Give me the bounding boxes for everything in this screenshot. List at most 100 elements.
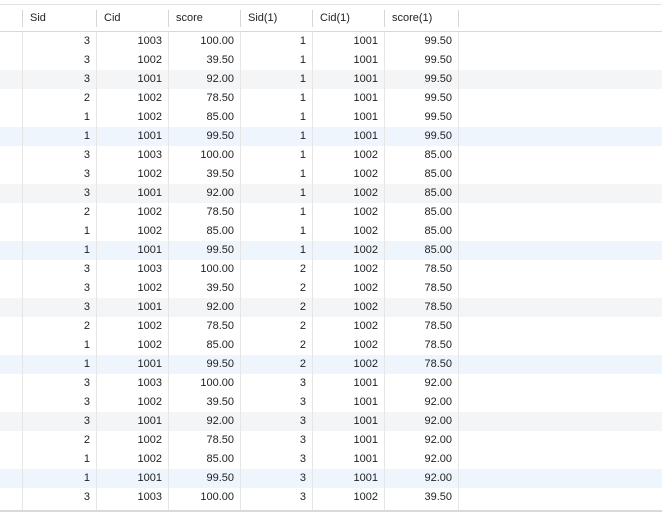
cell-sid[interactable]: 1 (83, 472, 90, 484)
cell-sid[interactable]: 3 (83, 377, 90, 389)
cell-cid[interactable]: 1001 (137, 301, 162, 313)
table-row[interactable]: 3 1001 92.00 2 1002 78.50 (0, 298, 662, 317)
cell-cid-1[interactable]: 1002 (353, 225, 378, 237)
column-header-score-1[interactable]: score(1) (392, 12, 433, 24)
cell-sid[interactable]: 1 (83, 130, 90, 142)
table-row[interactable]: 2 1002 78.50 3 1001 92.00 (0, 431, 662, 450)
cell-cid[interactable]: 1003 (137, 377, 162, 389)
table-row[interactable]: 3 1001 92.00 3 1001 92.00 (0, 412, 662, 431)
table-row[interactable]: 1 1002 85.00 1 1002 85.00 (0, 222, 662, 241)
cell-sid-1[interactable]: 3 (299, 491, 306, 503)
table-row[interactable]: 3 1003 100.00 3 1002 39.50 (0, 488, 662, 507)
cell-sid-1[interactable]: 3 (299, 396, 306, 408)
cell-cid[interactable]: 1003 (137, 491, 162, 503)
cell-cid-1[interactable]: 1002 (353, 244, 378, 256)
cell-score-1[interactable]: 78.50 (424, 282, 452, 294)
cell-score-1[interactable]: 85.00 (424, 168, 452, 180)
cell-sid[interactable]: 3 (83, 491, 90, 503)
cell-score-1[interactable]: 99.50 (424, 73, 452, 85)
cell-cid-1[interactable]: 1001 (353, 130, 378, 142)
cell-score[interactable]: 39.50 (206, 168, 234, 180)
cell-score[interactable]: 100.00 (200, 491, 234, 503)
cell-score[interactable]: 78.50 (206, 206, 234, 218)
cell-score[interactable]: 85.00 (206, 225, 234, 237)
cell-score-1[interactable]: 78.50 (424, 263, 452, 275)
cell-score-1[interactable]: 99.50 (424, 130, 452, 142)
cell-sid-1[interactable]: 1 (299, 130, 306, 142)
cell-cid[interactable]: 1003 (137, 263, 162, 275)
cell-score-1[interactable]: 92.00 (424, 472, 452, 484)
cell-score[interactable]: 78.50 (206, 320, 234, 332)
column-header-score[interactable]: score (176, 12, 203, 24)
column-header-sid-1[interactable]: Sid(1) (248, 12, 278, 24)
table-row[interactable]: 2 1002 78.50 2 1002 78.50 (0, 317, 662, 336)
cell-cid-1[interactable]: 1001 (353, 111, 378, 123)
table-row[interactable]: 3 1001 92.00 1 1001 99.50 (0, 70, 662, 89)
cell-score-1[interactable]: 39.50 (424, 491, 452, 503)
cell-cid[interactable]: 1002 (137, 92, 162, 104)
table-row[interactable]: 2 1002 78.50 1 1001 99.50 (0, 89, 662, 108)
cell-cid[interactable]: 1002 (137, 168, 162, 180)
cell-sid-1[interactable]: 3 (299, 377, 306, 389)
cell-sid-1[interactable]: 1 (299, 35, 306, 47)
cell-sid[interactable]: 3 (83, 301, 90, 313)
cell-cid[interactable]: 1002 (137, 396, 162, 408)
cell-sid-1[interactable]: 2 (299, 263, 306, 275)
cell-sid-1[interactable]: 1 (299, 225, 306, 237)
table-row[interactable]: 3 1003 100.00 1 1002 85.00 (0, 146, 662, 165)
table-row[interactable]: 1 1002 85.00 1 1001 99.50 (0, 108, 662, 127)
cell-score[interactable]: 100.00 (200, 149, 234, 161)
cell-cid-1[interactable]: 1001 (353, 377, 378, 389)
cell-sid[interactable]: 2 (83, 434, 90, 446)
cell-sid-1[interactable]: 3 (299, 434, 306, 446)
cell-sid-1[interactable]: 1 (299, 168, 306, 180)
cell-score-1[interactable]: 78.50 (424, 320, 452, 332)
table-row[interactable]: 3 1002 39.50 2 1002 78.50 (0, 279, 662, 298)
cell-sid[interactable]: 1 (83, 244, 90, 256)
cell-score-1[interactable]: 92.00 (424, 415, 452, 427)
cell-sid-1[interactable]: 1 (299, 73, 306, 85)
cell-sid[interactable]: 3 (83, 415, 90, 427)
cell-score-1[interactable]: 78.50 (424, 339, 452, 351)
column-header-cid[interactable]: Cid (104, 12, 121, 24)
table-row[interactable]: 1 1001 99.50 1 1002 85.00 (0, 241, 662, 260)
cell-score-1[interactable]: 92.00 (424, 377, 452, 389)
table-row[interactable]: 1 1002 85.00 3 1001 92.00 (0, 450, 662, 469)
cell-sid[interactable]: 3 (83, 168, 90, 180)
cell-cid-1[interactable]: 1001 (353, 434, 378, 446)
cell-cid-1[interactable]: 1002 (353, 491, 378, 503)
cell-sid-1[interactable]: 1 (299, 149, 306, 161)
cell-cid-1[interactable]: 1001 (353, 453, 378, 465)
cell-sid-1[interactable]: 1 (299, 111, 306, 123)
cell-cid[interactable]: 1002 (137, 282, 162, 294)
table-row[interactable]: 3 1002 39.50 3 1001 92.00 (0, 393, 662, 412)
cell-sid-1[interactable]: 1 (299, 187, 306, 199)
cell-score-1[interactable]: 92.00 (424, 396, 452, 408)
cell-cid-1[interactable]: 1001 (353, 54, 378, 66)
cell-cid[interactable]: 1001 (137, 130, 162, 142)
table-row[interactable]: 3 1003 100.00 1 1001 99.50 (0, 32, 662, 51)
cell-sid-1[interactable]: 1 (299, 206, 306, 218)
cell-sid-1[interactable]: 2 (299, 282, 306, 294)
cell-sid[interactable]: 3 (83, 73, 90, 85)
cell-sid[interactable]: 2 (83, 206, 90, 218)
cell-cid-1[interactable]: 1002 (353, 206, 378, 218)
cell-score[interactable]: 100.00 (200, 35, 234, 47)
cell-cid-1[interactable]: 1001 (353, 92, 378, 104)
cell-cid[interactable]: 1001 (137, 358, 162, 370)
cell-cid[interactable]: 1001 (137, 187, 162, 199)
cell-cid-1[interactable]: 1001 (353, 415, 378, 427)
cell-cid-1[interactable]: 1001 (353, 472, 378, 484)
table-row[interactable]: 3 1002 39.50 1 1001 99.50 (0, 51, 662, 70)
cell-sid-1[interactable]: 1 (299, 54, 306, 66)
cell-sid-1[interactable]: 2 (299, 358, 306, 370)
cell-sid[interactable]: 3 (83, 35, 90, 47)
cell-cid[interactable]: 1002 (137, 54, 162, 66)
table-row[interactable]: 1 1001 99.50 1 1001 99.50 (0, 127, 662, 146)
cell-cid-1[interactable]: 1001 (353, 73, 378, 85)
table-row[interactable]: 1 1002 85.00 2 1002 78.50 (0, 336, 662, 355)
cell-score-1[interactable]: 78.50 (424, 301, 452, 313)
cell-score[interactable]: 92.00 (206, 415, 234, 427)
cell-sid[interactable]: 3 (83, 396, 90, 408)
cell-score[interactable]: 100.00 (200, 263, 234, 275)
